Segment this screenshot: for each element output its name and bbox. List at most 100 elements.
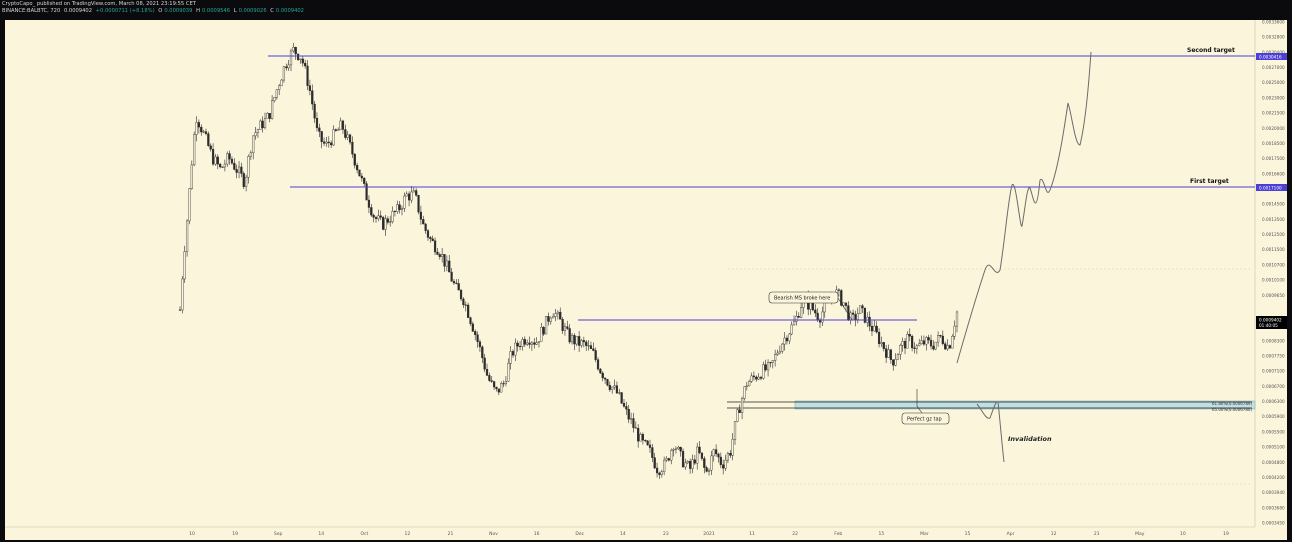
- candle-body: [861, 305, 864, 309]
- candle-body: [429, 237, 432, 240]
- bearish-ms-callout-box: [768, 291, 839, 304]
- y-tick-label: 0.0011500: [1262, 247, 1285, 252]
- candle-body: [509, 351, 512, 364]
- candle-body: [580, 340, 583, 346]
- y-tick-label: 0.0003680: [1262, 505, 1285, 510]
- candle-body: [266, 113, 269, 119]
- candle-body: [705, 467, 708, 472]
- y-tick-label: 0.0007750: [1262, 354, 1285, 359]
- candle-body: [896, 354, 900, 360]
- candle-body: [181, 278, 184, 311]
- y-tick-label: 0.0009650: [1262, 293, 1285, 298]
- second-target-label: Second target: [1187, 47, 1235, 54]
- candle-body: [681, 450, 685, 468]
- candle-body: [951, 336, 954, 349]
- y-tick-label: 0.0021500: [1262, 111, 1285, 116]
- candle-body: [578, 336, 581, 346]
- candle-body: [358, 169, 361, 177]
- candle-body: [875, 325, 878, 333]
- candle-body: [646, 440, 649, 446]
- candle-body: [719, 456, 722, 465]
- y-tick-label: 0.0010700: [1262, 262, 1285, 267]
- candle-body: [214, 156, 217, 165]
- candle-body: [242, 173, 245, 187]
- candle-body: [908, 334, 911, 337]
- x-tick-label: 22: [792, 531, 798, 537]
- candle-body: [197, 122, 200, 128]
- candle-body: [750, 375, 753, 382]
- candle-body: [516, 342, 519, 347]
- x-tick-label: Mar: [920, 531, 929, 537]
- candle-body: [648, 444, 652, 448]
- candle-body: [207, 133, 210, 146]
- candle-body: [778, 351, 781, 354]
- candle-body: [937, 335, 940, 343]
- x-tick-label: 15: [965, 531, 971, 537]
- candle-body: [185, 220, 189, 252]
- candle-body: [587, 345, 590, 347]
- fib-618-label: 61.80%(0.0006789): [1212, 401, 1252, 406]
- candle-body: [625, 406, 628, 410]
- candle-body: [922, 340, 926, 345]
- candle-body: [894, 359, 897, 366]
- candle-body: [445, 260, 448, 267]
- candle-body: [570, 335, 574, 343]
- x-tick-label: 2021: [703, 531, 715, 537]
- candle-body: [788, 333, 791, 342]
- candle-body: [521, 339, 524, 347]
- x-tick-label: 12: [1051, 531, 1057, 537]
- candle-body: [901, 340, 904, 346]
- candle-body: [296, 53, 300, 60]
- y-tick-label: 0.0023000: [1262, 95, 1285, 100]
- candle-body: [245, 176, 248, 187]
- candle-body: [710, 455, 713, 471]
- candle-body: [552, 316, 555, 319]
- candle-body: [311, 90, 314, 105]
- candle-body: [547, 316, 550, 322]
- y-tick-label: 0.0003940: [1262, 490, 1285, 495]
- y-tick-label: 0.0005900: [1262, 414, 1285, 419]
- candle-body: [925, 337, 928, 345]
- candle-body: [188, 188, 191, 222]
- candle-body: [330, 142, 333, 146]
- candle-body: [393, 210, 397, 212]
- candle-body: [495, 386, 498, 390]
- candle-body: [523, 339, 526, 345]
- y-tick-label: 0.0025000: [1262, 80, 1285, 85]
- candle-body: [809, 302, 812, 310]
- candle-body: [729, 453, 732, 456]
- candle-body: [679, 446, 682, 452]
- candle-body: [615, 385, 619, 394]
- candle-body: [698, 446, 701, 454]
- candle-body: [500, 383, 503, 393]
- candle-body: [717, 453, 720, 458]
- candle-body: [792, 321, 796, 326]
- candle-body: [287, 64, 290, 69]
- candle-body: [407, 193, 411, 201]
- publish-line: CryptoCapo_ published on TradingView.com…: [2, 1, 196, 7]
- candle-body: [903, 340, 907, 349]
- ohlc-open: 0.0009039: [164, 8, 193, 14]
- candle-body: [410, 191, 413, 201]
- candle-body: [561, 319, 564, 331]
- candle-body: [759, 376, 763, 379]
- candle-body: [322, 141, 326, 144]
- candle-body: [526, 342, 529, 345]
- candle-body: [455, 282, 458, 284]
- candle-body: [304, 62, 307, 67]
- invalidation-projection-path: [976, 401, 1005, 463]
- y-tick-group: 0.0033600 0.0032800 0.0030400 0.0027000 0.00…: [1262, 20, 1285, 526]
- x-tick-label: 15: [878, 531, 884, 537]
- invalidation-label: Invalidation: [1008, 435, 1052, 443]
- candle-body: [540, 327, 543, 342]
- candle-body: [382, 217, 385, 230]
- y-tick-label: 0.0005500: [1262, 429, 1285, 434]
- candle-body: [568, 328, 571, 343]
- countdown-text: 01:40:05: [1259, 323, 1278, 328]
- candle-body: [263, 118, 267, 129]
- candle-body: [363, 177, 366, 184]
- candle-body: [216, 156, 219, 165]
- y-tick-label: 0.0013500: [1262, 217, 1285, 222]
- candle-body: [655, 467, 659, 474]
